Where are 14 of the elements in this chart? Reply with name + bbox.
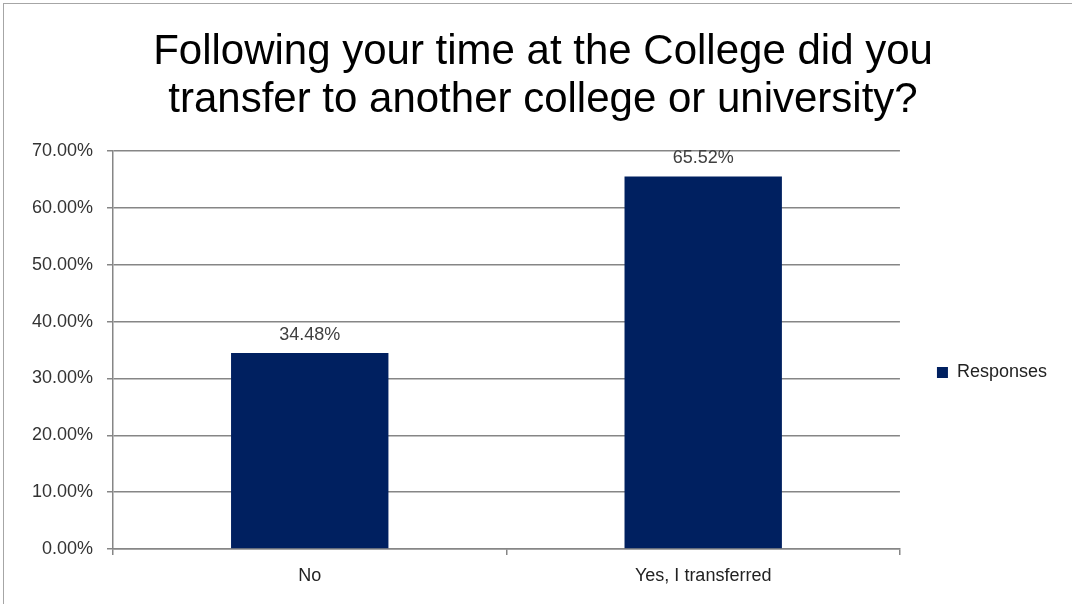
y-tick-label: 0.00% (41, 537, 93, 558)
y-tick-label: 20.00% (31, 424, 93, 445)
data-label: 34.48% (279, 323, 341, 344)
y-tick-label: 10.00% (31, 481, 93, 502)
y-tick-label: 60.00% (31, 196, 93, 217)
y-tick-label: 50.00% (31, 253, 93, 274)
y-tick-label: 40.00% (31, 310, 93, 331)
y-tick-label: 30.00% (31, 367, 93, 388)
chart-title: Following your time at the College did you transfer to another college or university? (152, 26, 934, 122)
x-tick-label: No (298, 564, 322, 585)
y-tick-label: 70.00% (31, 139, 93, 160)
legend-label: Responses (956, 361, 1048, 382)
x-tick-label: Yes, I transferred (635, 564, 772, 585)
data-label: 65.52% (672, 147, 734, 168)
